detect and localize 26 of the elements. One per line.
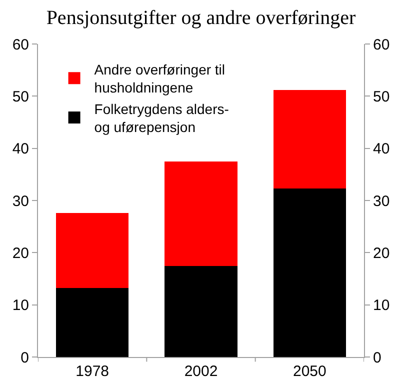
y2-tick-label: 60 xyxy=(373,36,390,54)
y2-tick-label: 30 xyxy=(373,192,390,210)
y-tick-label: 50 xyxy=(12,88,29,106)
x-tick-label: 1978 xyxy=(76,363,110,380)
y2-tick-label: 20 xyxy=(373,244,390,262)
y2-tick-label: 40 xyxy=(373,140,390,158)
bar xyxy=(164,161,238,266)
y2-tick-label: 10 xyxy=(373,297,390,314)
bar xyxy=(273,90,346,188)
x-tick-label: 2050 xyxy=(292,363,326,380)
y2-tick-label: 50 xyxy=(373,88,390,106)
chart-title: Pensjonsutgifter og andre overføringer xyxy=(46,6,356,29)
y-tick-label: 20 xyxy=(12,244,29,262)
y-tick-label: 60 xyxy=(12,36,29,54)
bar xyxy=(273,188,346,357)
y-tick-label: 30 xyxy=(12,192,29,210)
y2-tick-label: 0 xyxy=(373,349,382,366)
legend-label: Folketrygdens alders- og uførepensjon xyxy=(94,100,230,136)
bar xyxy=(56,288,129,357)
x-tick-label: 2002 xyxy=(184,363,218,380)
y-tick-label: 10 xyxy=(12,297,29,314)
legend-label: Andre overføringer til husholdningene xyxy=(94,61,226,96)
y-tick-label: 0 xyxy=(20,349,29,366)
bar xyxy=(56,213,129,288)
y-tick-label: 40 xyxy=(12,140,29,158)
bar xyxy=(164,266,238,357)
